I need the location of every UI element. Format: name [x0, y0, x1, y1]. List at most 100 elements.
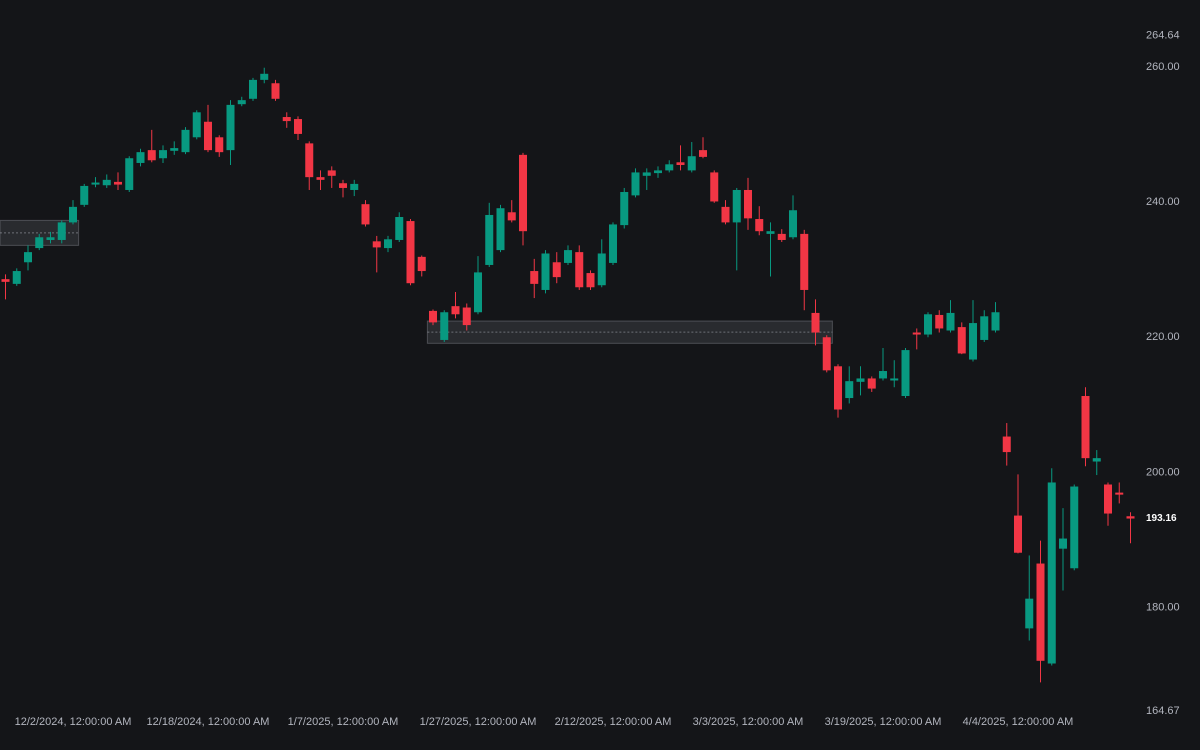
candle [755, 206, 764, 236]
candle [1014, 474, 1022, 554]
candle-body [114, 181, 122, 185]
candle-body [136, 152, 145, 163]
candle [69, 200, 77, 225]
candle [721, 200, 730, 225]
candle-body [1014, 515, 1022, 553]
candle [249, 77, 257, 101]
candle-body [24, 252, 32, 263]
candle-body [406, 221, 415, 284]
candle-body [631, 172, 640, 196]
x-tick-label: 4/4/2025, 12:00:00 AM [963, 716, 1074, 728]
candle [980, 310, 989, 342]
candle-body [271, 83, 280, 99]
candle [91, 177, 100, 188]
candle-body [125, 158, 134, 190]
candle [811, 299, 820, 346]
candle-body [811, 312, 820, 333]
candle [676, 145, 685, 171]
candle-body [867, 378, 876, 389]
candle-body [1126, 516, 1135, 519]
candle-body [102, 179, 111, 186]
candle-body [530, 271, 539, 284]
candle-body [856, 378, 865, 382]
candle-body [676, 162, 685, 165]
candle [271, 79, 280, 101]
candle [631, 168, 640, 198]
candle-body [1059, 538, 1067, 549]
candle [890, 360, 899, 388]
candle [294, 116, 302, 140]
candle [665, 160, 674, 173]
candle-body [440, 312, 449, 340]
candle [597, 239, 606, 288]
candle-body [361, 204, 370, 225]
candle [1, 274, 10, 300]
candle-body [451, 306, 460, 315]
candle [429, 309, 437, 326]
candle-body [80, 185, 89, 205]
candle-body [215, 137, 224, 153]
x-tick-label: 1/7/2025, 12:00:00 AM [288, 716, 399, 728]
candle [946, 300, 955, 333]
candle [417, 255, 426, 277]
candle-body [462, 307, 471, 326]
candle-body [327, 170, 336, 176]
candle-body [485, 214, 494, 265]
candle [969, 300, 977, 362]
candle [350, 179, 359, 197]
candle-body [1092, 458, 1101, 462]
candle-body [732, 189, 741, 223]
candle-body [834, 366, 842, 410]
candle-body [642, 172, 651, 176]
y-tick-label: 260.00 [1146, 61, 1180, 73]
candle [1092, 450, 1101, 476]
candle [912, 328, 921, 350]
candle [384, 235, 392, 253]
candle [1059, 508, 1067, 591]
candle-body [305, 143, 314, 178]
candle [114, 172, 122, 190]
candle-body [204, 121, 212, 151]
candle-body [69, 206, 77, 223]
candle [732, 187, 741, 271]
candle-body [339, 183, 347, 188]
candle-body [957, 327, 966, 354]
candle-body [474, 272, 482, 313]
candle [1036, 540, 1045, 683]
candle [575, 245, 584, 290]
candle-body [665, 164, 674, 171]
candle [474, 256, 482, 315]
candle-body [924, 314, 932, 335]
candle-body [159, 150, 167, 159]
candle-body [879, 371, 887, 379]
candle [35, 233, 44, 251]
y-tick-label: 240.00 [1146, 196, 1180, 208]
candle [327, 166, 336, 188]
candle [192, 110, 201, 140]
candle [744, 177, 752, 230]
candle [800, 229, 809, 311]
candle [440, 310, 449, 342]
candle-body [1036, 563, 1045, 661]
candle-body [192, 112, 201, 138]
y-tick-label: 200.00 [1146, 466, 1180, 478]
candle [361, 200, 370, 227]
candle [845, 366, 854, 404]
candle-body [46, 237, 55, 240]
candle-body [316, 177, 325, 180]
candle [654, 166, 662, 178]
candle [159, 145, 167, 163]
candle-body [789, 210, 797, 238]
candle [822, 335, 831, 373]
candle-body [1070, 486, 1079, 569]
candle [282, 112, 291, 128]
candle-body [372, 241, 381, 248]
candle-body [845, 381, 854, 399]
candle-body [597, 253, 606, 286]
candle-body [35, 237, 44, 249]
candle [136, 148, 145, 167]
y-tick-label: 264.64 [1146, 30, 1180, 42]
candle [879, 348, 887, 381]
